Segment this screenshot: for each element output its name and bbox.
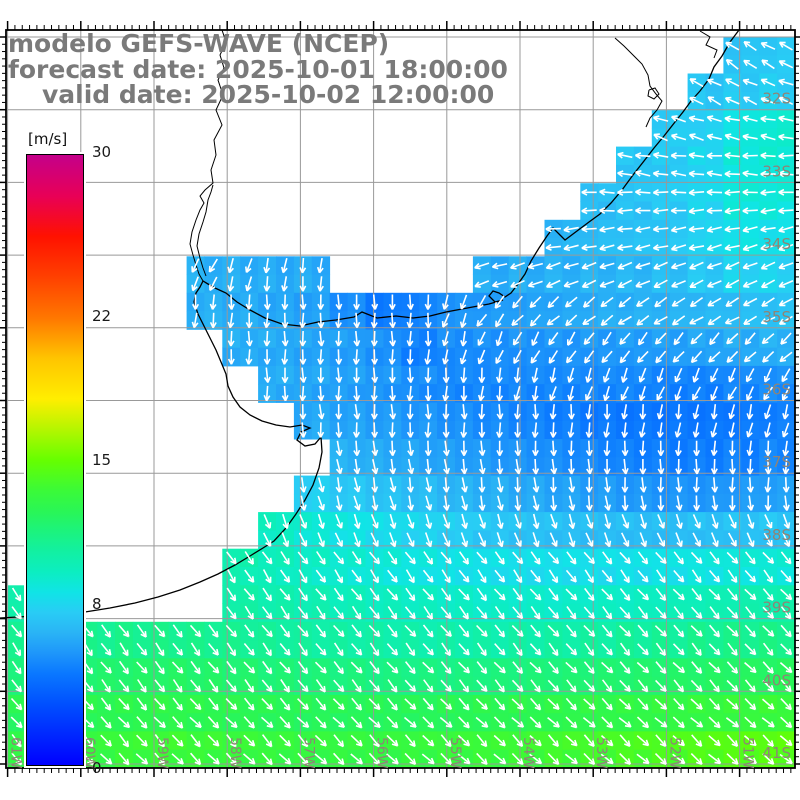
grid-lines-layer bbox=[6, 30, 795, 768]
coastline bbox=[0, 29, 740, 619]
colorbar-tick-label: 8 bbox=[92, 594, 102, 613]
plot-border-and-ticks bbox=[0, 21, 800, 777]
longitude-label: 57W bbox=[300, 737, 316, 769]
latitude-label: 36S bbox=[762, 381, 791, 399]
latitude-label: 41S bbox=[762, 744, 791, 762]
longitude-label: 53W bbox=[593, 737, 609, 769]
coastline-layer bbox=[0, 29, 740, 619]
colorbar-gradient bbox=[26, 154, 84, 766]
longitude-label: 59W bbox=[154, 737, 170, 769]
uruguay-river bbox=[189, 29, 227, 282]
colorbar-tick-label: 22 bbox=[92, 307, 112, 326]
latitude-label: 38S bbox=[762, 526, 791, 544]
lagoon-outline bbox=[699, 30, 718, 59]
colorbar-tick-label: 0 bbox=[92, 759, 102, 777]
longitude-label: 52W bbox=[666, 737, 682, 769]
colorbar-tick-label: 30 bbox=[92, 143, 112, 161]
lagoon-outline bbox=[647, 87, 660, 100]
colorbar-tick-label: 15 bbox=[92, 451, 112, 469]
latitude-label: 34S bbox=[762, 235, 791, 253]
latitude-label: 33S bbox=[762, 162, 791, 180]
colorbar-tick-labels: 30 22 15 8 0 bbox=[92, 143, 122, 777]
wind-arrows-layer bbox=[10, 41, 794, 766]
colorbar-unit-label: [m/s] bbox=[28, 130, 68, 148]
ocean-field-layer bbox=[7, 37, 795, 768]
latitude-label: 39S bbox=[762, 599, 791, 617]
lagoon-outline bbox=[614, 37, 663, 128]
longitude-label: 58W bbox=[227, 737, 243, 769]
latitude-label: 32S bbox=[762, 90, 791, 108]
longitude-label: 54W bbox=[520, 737, 536, 769]
longitude-label: 61W bbox=[8, 737, 24, 769]
longitude-label: 51W bbox=[740, 737, 756, 769]
longitude-label: 56W bbox=[374, 737, 390, 769]
longitude-label: 55W bbox=[447, 737, 463, 769]
river-bank bbox=[196, 184, 214, 277]
colorbar-frame bbox=[24, 152, 86, 768]
latitude-label: 35S bbox=[762, 308, 791, 326]
latitude-label: 37S bbox=[762, 453, 791, 471]
latitude-label: 40S bbox=[762, 671, 791, 689]
